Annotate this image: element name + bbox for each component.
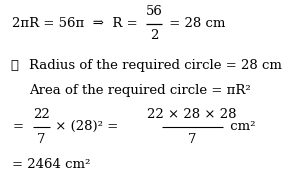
Text: =: =: [12, 120, 23, 133]
Text: = 2464 cm²: = 2464 cm²: [12, 158, 91, 171]
Text: 22: 22: [33, 108, 49, 121]
Text: 2πR = 56π  ⇒  R =: 2πR = 56π ⇒ R =: [12, 17, 142, 30]
Text: 22 × 28 × 28: 22 × 28 × 28: [147, 108, 237, 121]
Text: 56: 56: [145, 5, 163, 18]
Text: ∴: ∴: [11, 59, 19, 72]
Text: = 28 cm: = 28 cm: [165, 17, 226, 30]
Text: 7: 7: [37, 133, 45, 146]
Text: cm²: cm²: [226, 120, 255, 133]
Text: × (28)² =: × (28)² =: [51, 120, 123, 133]
Text: 7: 7: [188, 133, 196, 146]
Text: Area of the required circle = πR²: Area of the required circle = πR²: [29, 84, 251, 97]
Text: 2: 2: [150, 29, 158, 42]
Text: Radius of the required circle = 28 cm: Radius of the required circle = 28 cm: [29, 59, 282, 72]
